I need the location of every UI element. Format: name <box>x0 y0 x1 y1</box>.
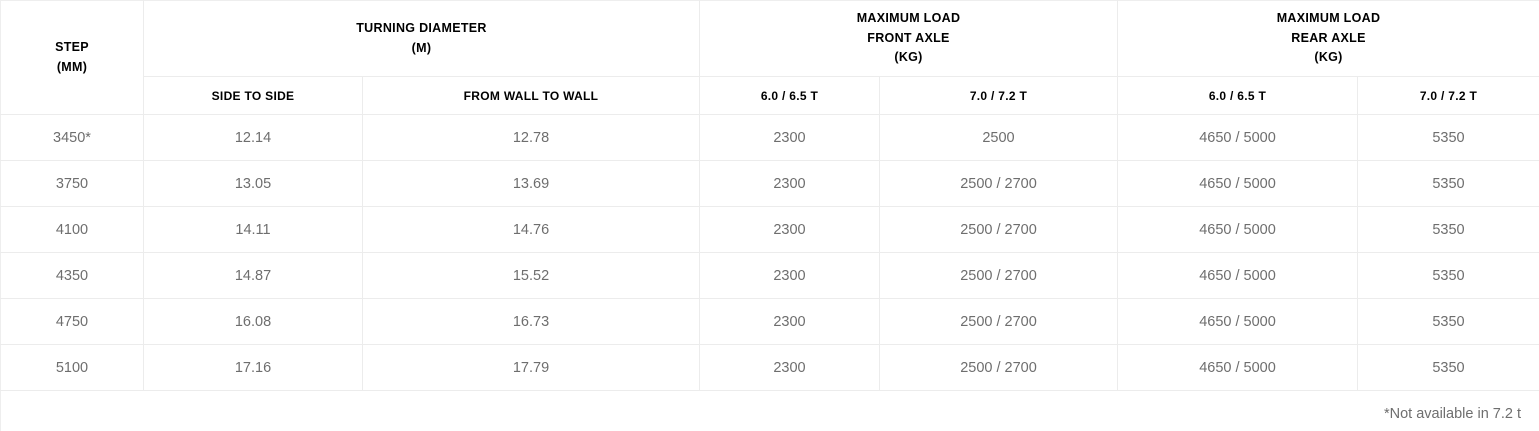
cell-from-wall-to-wall: 16.73 <box>362 298 700 345</box>
column-header-from-wall-to-wall: FROM WALL TO WALL <box>362 76 700 115</box>
column-header-front-axle-7-0-7-2t: 7.0 / 7.2 T <box>879 76 1118 115</box>
table-row: 3750 13.05 13.69 2300 2500 / 2700 4650 /… <box>0 160 1539 207</box>
table-footnote-row: *Not available in 7.2 t <box>1 391 1539 431</box>
table-row: 4750 16.08 16.73 2300 2500 / 2700 4650 /… <box>0 298 1539 345</box>
max-load-front-line1: MAXIMUM LOAD <box>856 11 961 26</box>
turning-diameter-line2: (M) <box>411 40 432 55</box>
cell-front-high: 2500 / 2700 <box>879 252 1118 299</box>
table-header: STEP (MM) TURNING DIAMETER (M) MAXIMUM L… <box>0 0 1539 115</box>
cell-side-to-side: 12.14 <box>143 114 363 161</box>
max-load-front-line2: FRONT AXLE <box>867 30 950 45</box>
column-group-header-turning-diameter: TURNING DIAMETER (M) <box>143 0 700 77</box>
max-load-rear-line1: MAXIMUM LOAD <box>1276 11 1381 26</box>
cell-front-high: 2500 / 2700 <box>879 206 1118 253</box>
cell-front-low: 2300 <box>699 252 880 299</box>
cell-from-wall-to-wall: 15.52 <box>362 252 700 299</box>
cell-front-high: 2500 <box>879 114 1118 161</box>
cell-rear-high: 5350 <box>1357 252 1539 299</box>
table-body: 3450* 12.14 12.78 2300 2500 4650 / 5000 … <box>0 114 1539 431</box>
cell-rear-low: 4650 / 5000 <box>1117 252 1358 299</box>
cell-step: 3750 <box>0 160 144 207</box>
table-row: 3450* 12.14 12.78 2300 2500 4650 / 5000 … <box>0 114 1539 161</box>
cell-rear-high: 5350 <box>1357 344 1539 391</box>
table-row: 4350 14.87 15.52 2300 2500 / 2700 4650 /… <box>0 252 1539 299</box>
cell-front-low: 2300 <box>699 114 880 161</box>
cell-front-low: 2300 <box>699 160 880 207</box>
cell-rear-low: 4650 / 5000 <box>1117 160 1358 207</box>
cell-front-low: 2300 <box>699 298 880 345</box>
column-header-step-line2: (MM) <box>56 59 88 74</box>
cell-step: 4750 <box>0 298 144 345</box>
max-load-front-line3: (KG) <box>894 50 923 65</box>
cell-side-to-side: 16.08 <box>143 298 363 345</box>
cell-front-high: 2500 / 2700 <box>879 344 1118 391</box>
cell-side-to-side: 14.11 <box>143 206 363 253</box>
cell-from-wall-to-wall: 14.76 <box>362 206 700 253</box>
cell-from-wall-to-wall: 13.69 <box>362 160 700 207</box>
cell-step: 3450* <box>0 114 144 161</box>
cell-front-high: 2500 / 2700 <box>879 160 1118 207</box>
cell-side-to-side: 13.05 <box>143 160 363 207</box>
column-group-header-max-load-front-axle: MAXIMUM LOAD FRONT AXLE (KG) <box>699 0 1118 77</box>
cell-front-low: 2300 <box>699 344 880 391</box>
column-header-step: STEP (MM) <box>0 0 144 115</box>
cell-from-wall-to-wall: 12.78 <box>362 114 700 161</box>
column-header-step-line1: STEP <box>55 40 89 55</box>
footnote-text: *Not available in 7.2 t <box>1383 405 1521 422</box>
cell-step: 4350 <box>0 252 144 299</box>
column-header-rear-axle-7-0-7-2t: 7.0 / 7.2 T <box>1357 76 1539 115</box>
column-group-header-max-load-rear-axle: MAXIMUM LOAD REAR AXLE (KG) <box>1117 0 1539 77</box>
cell-step: 5100 <box>0 344 144 391</box>
cell-rear-high: 5350 <box>1357 114 1539 161</box>
header-row-groups: STEP (MM) TURNING DIAMETER (M) MAXIMUM L… <box>0 0 1539 115</box>
cell-from-wall-to-wall: 17.79 <box>362 344 700 391</box>
max-load-rear-line2: REAR AXLE <box>1291 30 1366 45</box>
cell-step: 4100 <box>0 206 144 253</box>
max-load-rear-line3: (KG) <box>1314 50 1343 65</box>
cell-side-to-side: 17.16 <box>143 344 363 391</box>
cell-side-to-side: 14.87 <box>143 252 363 299</box>
cell-front-low: 2300 <box>699 206 880 253</box>
cell-rear-low: 4650 / 5000 <box>1117 298 1358 345</box>
table-row: 4100 14.11 14.76 2300 2500 / 2700 4650 /… <box>0 206 1539 253</box>
cell-rear-low: 4650 / 5000 <box>1117 344 1358 391</box>
table-row: 5100 17.16 17.79 2300 2500 / 2700 4650 /… <box>0 344 1539 391</box>
column-header-side-to-side: SIDE TO SIDE <box>143 76 363 115</box>
cell-rear-high: 5350 <box>1357 160 1539 207</box>
cell-front-high: 2500 / 2700 <box>879 298 1118 345</box>
column-header-front-axle-6-0-6-5t: 6.0 / 6.5 T <box>699 76 880 115</box>
cell-rear-high: 5350 <box>1357 206 1539 253</box>
column-header-rear-axle-6-0-6-5t: 6.0 / 6.5 T <box>1117 76 1358 115</box>
cell-rear-low: 4650 / 5000 <box>1117 114 1358 161</box>
cell-rear-low: 4650 / 5000 <box>1117 206 1358 253</box>
turning-diameter-line1: TURNING DIAMETER <box>356 21 487 36</box>
header-row-subcolumns: SIDE TO SIDE FROM WALL TO WALL 6.0 / 6.5… <box>1 76 1539 115</box>
cell-rear-high: 5350 <box>1357 298 1539 345</box>
